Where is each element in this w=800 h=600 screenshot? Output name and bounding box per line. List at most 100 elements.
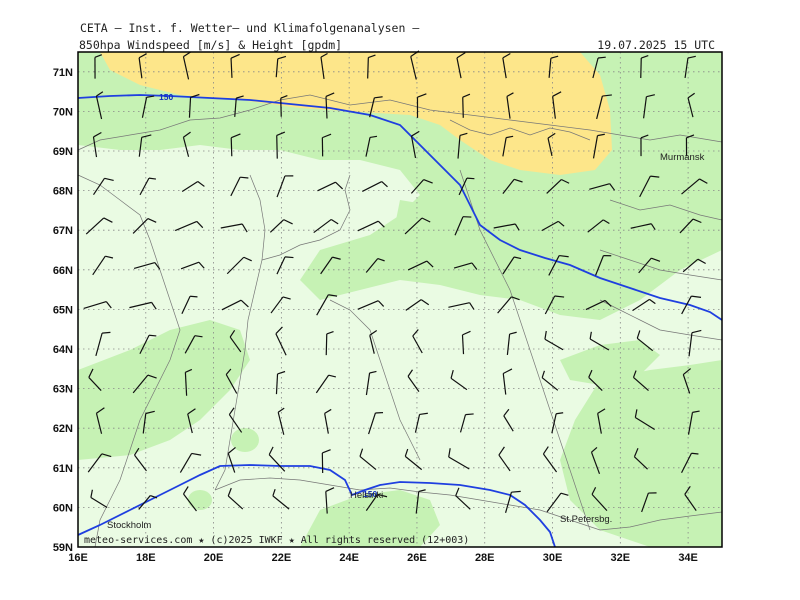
wind-barb [502,135,514,157]
wind-barb [276,131,286,159]
wind-barb [412,329,423,354]
wind-barb [138,134,152,157]
wind-barb [455,487,471,510]
wind-barb [457,132,468,159]
wind-barb [506,92,514,119]
wind-barb [544,295,565,315]
wind-barb [359,448,377,470]
wind-barb [687,410,700,435]
wind-barb [458,177,475,196]
wind-barb [181,181,205,192]
wind-barb [227,446,236,473]
wind-barb [684,485,697,511]
wind-barb [414,412,428,433]
wind-barb [320,256,341,275]
wind-barb [541,370,559,391]
wind-barb [227,487,244,510]
lon-tick-label: 20E [204,552,224,564]
wind-barb [220,223,248,233]
wind-barb [448,302,475,310]
wind-barb [548,254,569,276]
wind-barb [92,131,102,158]
wind-barb [503,408,514,432]
wind-barb [269,219,293,233]
wind-barb [87,453,112,473]
wind-barb [542,446,558,473]
wind-barb [448,448,470,470]
wind-barb [188,93,200,118]
wind-barb [134,447,147,472]
wind-barb [184,368,193,396]
wind-barb [544,330,564,351]
wind-barb [95,407,105,434]
wind-barb [454,216,472,236]
wind-barb [324,408,332,434]
wind-barb [684,55,696,79]
wind-barb [589,183,616,191]
wind-barb [95,331,111,357]
lat-tick-label: 71N [53,67,73,79]
wind-barb [548,55,559,78]
wind-barb [182,131,191,157]
wind-barb [589,331,610,351]
wind-barb [416,93,427,118]
lat-tick-label: 70N [53,106,73,118]
wind-barb [365,370,377,396]
height-contours [77,94,723,548]
wind-barb [272,488,290,510]
wind-barb [504,490,521,514]
city-label-st-petersburg: St.Petersbg. [560,514,612,525]
wind-barb [92,255,114,276]
wind-barb [276,175,294,198]
wind-barb [407,260,434,271]
wind-barb [682,258,706,273]
lat-tick-label: 63N [53,384,73,396]
lon-tick-label: 22E [272,552,292,564]
wind-barb [459,413,474,433]
wind-barb [587,219,610,233]
wind-barb [640,54,649,79]
wind-barb [588,369,603,392]
wind-barb [688,329,702,357]
wind-barb [404,217,431,235]
wind-barb [268,446,286,472]
wind-barb [679,218,702,234]
wind-barb [497,296,520,314]
wind-barb [405,299,430,311]
city-label-helsinki: Helsinki [350,490,383,501]
wind-barb [410,179,433,194]
wind-barb [275,370,286,395]
map-plot-area: 150 150 Murmansk Stockholm Helsinki St.P… [77,50,723,548]
wind-barb [498,446,511,472]
wind-barb [277,407,285,435]
wind-barb [228,407,243,433]
wind-barb [368,411,384,435]
wind-barb [547,132,556,156]
wind-barb [321,449,331,474]
lon-tick-label: 24E [339,552,359,564]
wind-barb [139,334,157,355]
wind-barb [365,135,378,157]
wind-barb [320,52,328,79]
wind-barb [585,299,612,311]
wind-barb [681,295,702,315]
lon-tick-label: 16E [68,552,88,564]
wind-barb [94,54,103,79]
wind-barb [595,255,612,276]
map-frame [77,51,723,548]
wind-barb [506,331,517,355]
copyright-footer: meteo-services.com ★ (c)2025 IWKF ★ All … [84,535,469,546]
wind-barb [592,56,606,79]
wind-barb [597,408,606,434]
valid-time: 19.07.2025 15 UTC [597,38,715,52]
wind-barb [270,296,291,314]
wind-barb [321,133,332,157]
wind-barb [88,368,102,391]
wind-barb [361,181,388,192]
wind-barb [633,448,648,470]
wind-barb [83,301,112,309]
wind-barb [407,369,420,392]
lat-tick-label: 66N [53,265,73,277]
lon-tick-label: 18E [136,552,156,564]
wind-barb [221,299,249,311]
